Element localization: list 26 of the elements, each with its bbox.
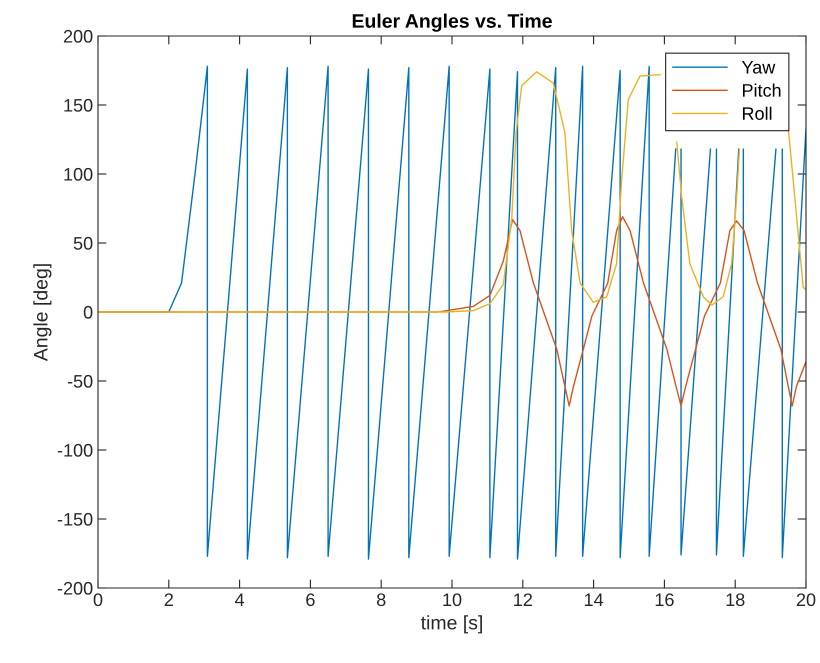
x-tick-label: 12	[514, 593, 532, 606]
y-tick-label: 200	[64, 30, 92, 43]
y-tick-label: 0	[84, 306, 92, 319]
x-axis-title: time [s]	[420, 615, 482, 634]
y-tick-label: 100	[64, 168, 92, 181]
x-tick-label: 10	[443, 593, 462, 606]
legend-label: Pitch	[742, 84, 780, 97]
legend-label: Yaw	[742, 61, 776, 74]
y-tick-label: 150	[64, 98, 92, 112]
x-tick-label: 16	[656, 593, 674, 606]
x-tick-label: 18	[726, 593, 744, 606]
x-tick-label: 0	[94, 593, 102, 606]
y-tick-label: -200	[58, 582, 92, 595]
y-tick-label: -100	[58, 444, 92, 457]
y-axis-title: Angle [deg]	[33, 264, 52, 362]
y-tick-label: -150	[58, 512, 92, 526]
x-tick-label: 20	[796, 593, 816, 606]
x-tick-label: 2	[164, 593, 173, 606]
y-tick-label: 50	[74, 236, 92, 250]
y-tick-label: -50	[68, 374, 92, 388]
chart-title: Euler Angles vs. Time	[352, 14, 552, 32]
x-tick-label: 8	[376, 593, 386, 606]
x-tick-label: 14	[584, 594, 604, 606]
x-tick-label: 4	[234, 594, 244, 606]
x-tick-label: 6	[306, 593, 315, 606]
legend-label: Roll	[742, 106, 772, 120]
